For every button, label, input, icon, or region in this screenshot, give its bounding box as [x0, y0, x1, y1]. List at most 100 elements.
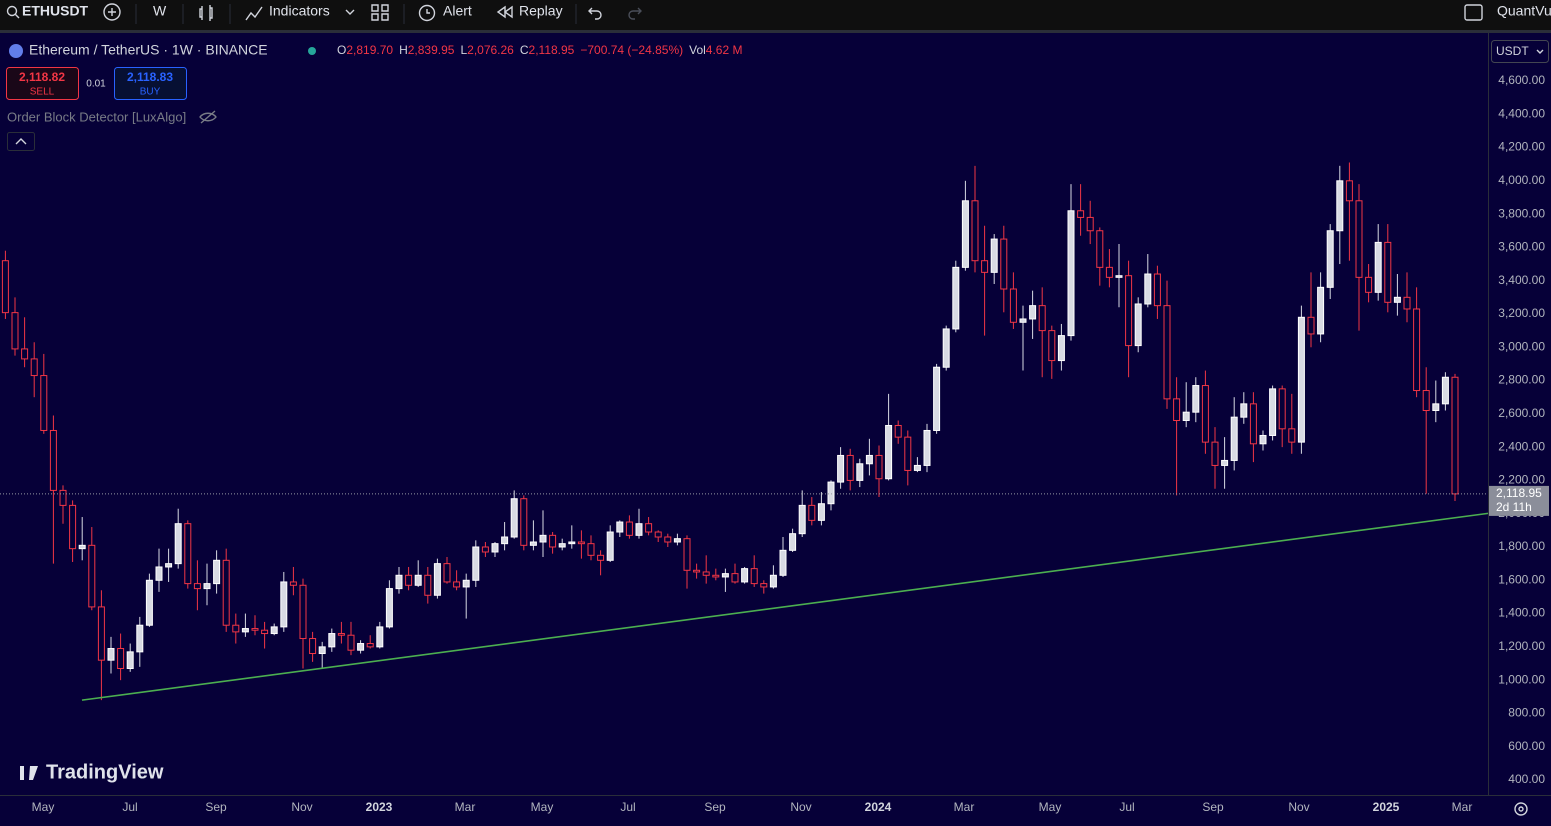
- x-tick-label: Nov: [1288, 800, 1309, 814]
- symbol-button[interactable]: ETHUSDT: [6, 3, 89, 19]
- candle-body: [1240, 403, 1248, 418]
- candle-body: [1345, 180, 1353, 202]
- candle-body: [1249, 403, 1257, 445]
- candle-body: [971, 200, 979, 262]
- candle-body: [865, 454, 873, 465]
- hidden-icon[interactable]: [199, 110, 217, 124]
- candle-body: [568, 541, 576, 545]
- x-tick-label: Mar: [455, 800, 476, 814]
- y-tick-label: 2,200.00: [1498, 473, 1545, 487]
- y-tick-label: 600.00: [1508, 739, 1545, 753]
- candle-body: [952, 266, 960, 330]
- candle-body: [990, 238, 998, 273]
- symbol: ETHUSDT: [22, 3, 89, 19]
- candle-body: [1077, 210, 1085, 218]
- candle-body: [145, 579, 153, 626]
- spread: 0.01: [86, 79, 106, 90]
- y-tick-label: 1,000.00: [1498, 672, 1545, 686]
- replay-label: Replay: [519, 3, 563, 19]
- candle-body: [1278, 388, 1286, 430]
- layouts-icon[interactable]: [371, 4, 389, 21]
- undo-icon[interactable]: [588, 7, 602, 20]
- symbol-logo: [9, 44, 23, 58]
- candle-body: [107, 648, 115, 661]
- y-tick-label: 4,400.00: [1498, 106, 1545, 120]
- candle-body: [645, 523, 653, 533]
- candle-body: [904, 436, 912, 471]
- candle-body: [117, 648, 125, 669]
- candle-body: [165, 563, 173, 568]
- candle-body: [1105, 266, 1113, 278]
- candle-body: [289, 581, 297, 586]
- y-tick-label: 3,800.00: [1498, 206, 1545, 220]
- y-tick-label: 1,200.00: [1498, 639, 1545, 653]
- legend-ohlc: O2,819.70 H2,839.95 L2,076.26 C2,118.95 −700…: [337, 43, 742, 57]
- indicators-label: Indicators: [269, 3, 330, 19]
- candle-body: [1086, 216, 1094, 232]
- replay-button[interactable]: Replay: [496, 3, 563, 19]
- interval[interactable]: W: [153, 3, 167, 19]
- sell-button[interactable]: 2,118.82 SELL: [6, 67, 79, 100]
- x-tick-label: 2024: [865, 800, 892, 814]
- volume-label: Vol: [689, 43, 706, 57]
- candle-body: [1173, 398, 1181, 421]
- candle-body: [1365, 276, 1373, 293]
- open-value: 2,819.70: [346, 43, 393, 57]
- candle-body: [913, 464, 921, 471]
- candle-body: [155, 566, 163, 581]
- candle-body: [1048, 330, 1056, 362]
- chart-type-icon[interactable]: [199, 5, 213, 21]
- candle-body: [501, 536, 509, 545]
- x-tick-label: Mar: [954, 800, 975, 814]
- candle-body: [1163, 305, 1171, 400]
- redo-icon[interactable]: [628, 7, 642, 20]
- candle-body: [1182, 411, 1190, 421]
- dropdown-arrow: [345, 9, 355, 15]
- y-tick-label: 3,600.00: [1498, 240, 1545, 254]
- volume-value: 4.62 M: [706, 43, 743, 57]
- compare-button[interactable]: [103, 3, 121, 21]
- collapse-button[interactable]: [7, 132, 35, 151]
- account[interactable]: QuantVu: [1497, 3, 1551, 19]
- low-value: 2,076.26: [467, 43, 514, 57]
- buy-button[interactable]: 2,118.83 BUY: [114, 67, 187, 100]
- trend-line: [81, 512, 1489, 701]
- buy-box: [114, 67, 187, 100]
- candle-body: [981, 260, 989, 273]
- sell-label: SELL: [30, 87, 55, 98]
- fullscreen-icon[interactable]: [1464, 4, 1483, 21]
- candle-body: [1, 260, 9, 314]
- indicator-name[interactable]: Order Block Detector [LuxAlgo]: [7, 109, 186, 124]
- candle-body: [616, 521, 624, 533]
- candle-body: [328, 633, 336, 648]
- candle-body: [1451, 376, 1459, 495]
- settings-icon[interactable]: [1514, 802, 1528, 816]
- candle-body: [510, 498, 518, 538]
- candle-body: [222, 559, 230, 626]
- candle-body: [683, 538, 691, 571]
- x-tick-label: Nov: [291, 800, 312, 814]
- candle-body: [462, 579, 470, 588]
- candle-body: [414, 574, 422, 586]
- candle-body: [1288, 428, 1296, 443]
- indicators-button[interactable]: Indicators: [245, 3, 355, 21]
- alert-icon: [418, 4, 436, 22]
- candle-body: [1201, 385, 1209, 443]
- candle-body: [193, 583, 201, 590]
- candle-body: [1211, 441, 1219, 466]
- candle-body: [808, 504, 816, 521]
- alert-button[interactable]: Alert: [418, 3, 472, 22]
- candle-body: [798, 504, 806, 535]
- currency-arrow: [1536, 49, 1544, 54]
- candle-body: [827, 481, 835, 505]
- candle-body: [78, 544, 86, 550]
- candle-body: [1355, 200, 1363, 278]
- candle-body: [606, 531, 614, 561]
- candle-body: [1259, 434, 1267, 445]
- y-tick-label: 2,800.00: [1498, 373, 1545, 387]
- y-tick-label: 1,400.00: [1498, 606, 1545, 620]
- candle-body: [203, 583, 211, 590]
- candle-body: [837, 454, 845, 483]
- currency-button[interactable]: [1491, 40, 1549, 63]
- x-tick-label: Jul: [620, 800, 635, 814]
